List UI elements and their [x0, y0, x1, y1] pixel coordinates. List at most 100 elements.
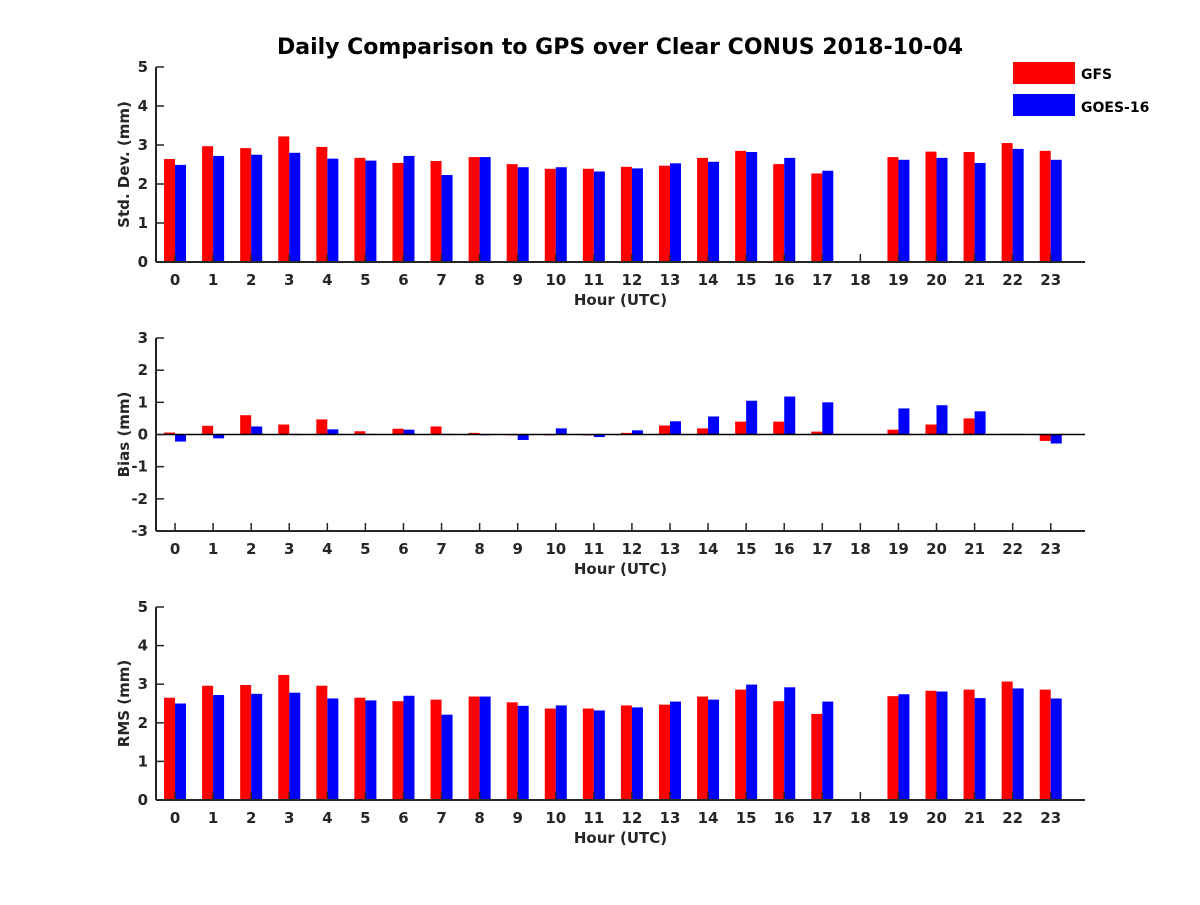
bar-bias-gfs-h8 — [468, 432, 480, 435]
bar-bias-gfs-h13 — [659, 425, 670, 435]
x-tick-label-stddev-10: 10 — [545, 271, 566, 289]
bar-stddev-gfs-h10 — [544, 168, 556, 262]
bar-rms-gfs-h13 — [659, 704, 670, 800]
bar-rms-goes16-h9 — [517, 705, 529, 800]
bar-stddev-gfs-h2 — [240, 148, 252, 262]
x-tick-label-stddev-22: 22 — [1002, 271, 1023, 289]
x-tick-label-stddev-23: 23 — [1040, 271, 1061, 289]
bar-bias-gfs-h6 — [392, 428, 404, 435]
x-tick-label-bias-0: 0 — [170, 540, 180, 558]
bar-stddev-goes16-h15 — [746, 152, 758, 262]
x-tick-label-stddev-0: 0 — [170, 271, 180, 289]
x-tick-label-stddev-3: 3 — [284, 271, 294, 289]
bar-rms-goes16-h19 — [898, 694, 910, 800]
y-tick-label-stddev-0: 0 — [138, 253, 148, 271]
bar-stddev-goes16-h0 — [175, 164, 187, 262]
bar-rms-goes16-h3 — [289, 692, 301, 800]
x-tick-label-bias-13: 13 — [660, 540, 681, 558]
bar-stddev-goes16-h16 — [784, 157, 796, 262]
x-tick-label-rms-15: 15 — [736, 809, 757, 827]
bar-stddev-gfs-h14 — [697, 157, 709, 262]
bar-rms-goes16-h15 — [746, 684, 758, 800]
x-tick-label-bias-3: 3 — [284, 540, 294, 558]
bar-stddev-goes16-h20 — [936, 157, 948, 262]
bar-rms-goes16-h8 — [479, 696, 491, 800]
bar-bias-gfs-h0 — [164, 432, 176, 435]
bar-stddev-gfs-h16 — [773, 164, 785, 262]
bar-stddev-gfs-h12 — [620, 166, 632, 262]
legend-swatch-gfs — [1013, 62, 1075, 84]
bar-stddev-gfs-h6 — [392, 162, 404, 262]
bar-bias-gfs-h21 — [963, 418, 975, 435]
y-tick-label-bias-4: 1 — [138, 393, 148, 411]
bar-stddev-goes16-h3 — [289, 152, 301, 262]
bar-bias-gfs-h5 — [354, 431, 366, 435]
x-tick-label-rms-19: 19 — [888, 809, 909, 827]
x-tick-label-rms-12: 12 — [621, 809, 642, 827]
bar-rms-goes16-h1 — [213, 695, 225, 800]
x-tick-label-rms-14: 14 — [698, 809, 719, 827]
x-tick-label-stddev-6: 6 — [398, 271, 408, 289]
bar-stddev-goes16-h13 — [670, 163, 681, 262]
bar-rms-gfs-h20 — [925, 690, 937, 800]
bar-stddev-gfs-h9 — [506, 164, 518, 262]
x-tick-label-rms-17: 17 — [812, 809, 833, 827]
bar-stddev-gfs-h23 — [1039, 150, 1051, 262]
x-tick-label-bias-22: 22 — [1002, 540, 1023, 558]
y-tick-label-rms-0: 0 — [138, 791, 148, 809]
x-tick-label-rms-13: 13 — [660, 809, 681, 827]
bar-bias-gfs-h3 — [278, 424, 290, 435]
legend: GFS GOES-16 — [1013, 62, 1149, 116]
bar-rms-gfs-h22 — [1001, 681, 1013, 800]
bar-stddev-goes16-h8 — [479, 157, 491, 262]
x-tick-label-rms-2: 2 — [246, 809, 256, 827]
x-tick-label-bias-18: 18 — [850, 540, 871, 558]
bar-rms-gfs-h14 — [697, 696, 709, 800]
bar-rms-gfs-h8 — [468, 696, 480, 800]
bar-stddev-gfs-h1 — [202, 146, 214, 262]
x-tick-label-rms-8: 8 — [474, 809, 484, 827]
x-axis-label-stddev: Hour (UTC) — [574, 291, 667, 309]
x-tick-label-bias-17: 17 — [812, 540, 833, 558]
bar-bias-goes16-h17 — [822, 402, 834, 435]
bar-bias-goes16-h4 — [327, 429, 339, 435]
bar-bias-gfs-h1 — [202, 425, 214, 435]
x-tick-label-stddev-4: 4 — [322, 271, 332, 289]
x-tick-label-bias-23: 23 — [1040, 540, 1061, 558]
x-tick-label-bias-20: 20 — [926, 540, 947, 558]
bar-rms-gfs-h9 — [506, 702, 518, 800]
x-axis-label-bias: Hour (UTC) — [574, 560, 667, 578]
y-tick-label-stddev-3: 3 — [138, 136, 148, 154]
x-tick-label-rms-6: 6 — [398, 809, 408, 827]
x-tick-label-stddev-2: 2 — [246, 271, 256, 289]
bar-stddev-gfs-h22 — [1001, 143, 1013, 262]
x-tick-label-rms-20: 20 — [926, 809, 947, 827]
x-tick-label-stddev-12: 12 — [621, 271, 642, 289]
bar-stddev-goes16-h5 — [365, 160, 377, 262]
x-tick-label-bias-19: 19 — [888, 540, 909, 558]
y-tick-label-rms-1: 1 — [138, 752, 148, 770]
bar-rms-gfs-h2 — [240, 684, 252, 800]
x-tick-label-stddev-14: 14 — [698, 271, 719, 289]
bar-rms-goes16-h20 — [936, 691, 948, 800]
x-tick-label-stddev-8: 8 — [474, 271, 484, 289]
bar-rms-goes16-h12 — [631, 707, 643, 800]
bar-bias-goes16-h6 — [403, 429, 415, 435]
bar-rms-goes16-h13 — [670, 701, 681, 800]
bar-stddev-goes16-h6 — [403, 155, 415, 262]
bar-stddev-gfs-h0 — [164, 159, 176, 262]
bar-bias-goes16-h20 — [936, 405, 948, 435]
x-tick-label-stddev-19: 19 — [888, 271, 909, 289]
x-tick-label-rms-10: 10 — [545, 809, 566, 827]
y-tick-label-stddev-4: 4 — [138, 97, 148, 115]
bar-rms-goes16-h0 — [175, 703, 187, 800]
y-tick-label-stddev-2: 2 — [138, 175, 148, 193]
bar-rms-gfs-h3 — [278, 674, 290, 800]
x-tick-label-bias-16: 16 — [774, 540, 795, 558]
y-tick-label-bias-2: -1 — [131, 458, 148, 476]
y-tick-label-rms-5: 5 — [138, 598, 148, 616]
x-tick-label-bias-5: 5 — [360, 540, 370, 558]
x-tick-label-bias-14: 14 — [698, 540, 719, 558]
